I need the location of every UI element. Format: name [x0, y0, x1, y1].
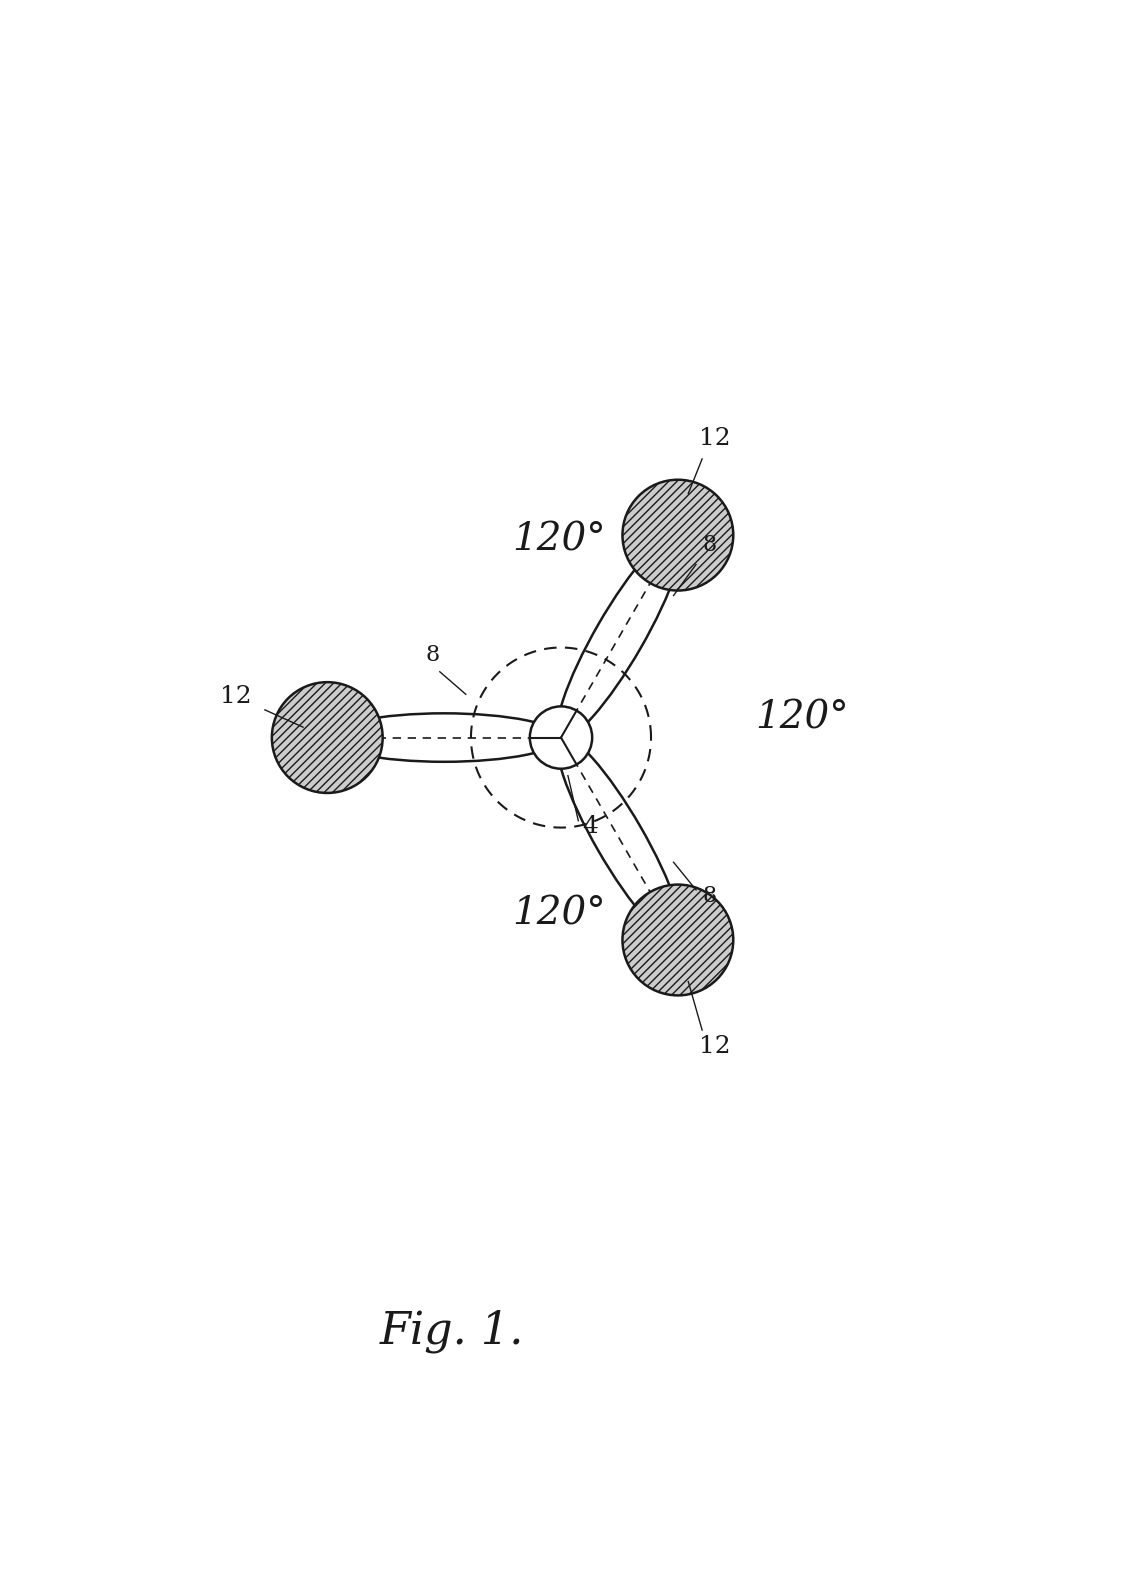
Text: 4: 4: [582, 815, 598, 838]
Ellipse shape: [558, 534, 681, 739]
Text: 120°: 120°: [513, 895, 606, 933]
Circle shape: [272, 682, 383, 793]
Text: 12: 12: [220, 685, 251, 707]
Text: 8: 8: [426, 644, 440, 666]
Text: 8: 8: [703, 534, 717, 556]
Text: 120°: 120°: [513, 521, 606, 559]
Text: 12: 12: [699, 1034, 730, 1058]
Ellipse shape: [558, 737, 681, 941]
Circle shape: [623, 884, 734, 995]
Circle shape: [530, 706, 592, 769]
Circle shape: [623, 480, 734, 591]
Text: 8: 8: [703, 886, 717, 906]
Text: Fig. 1.: Fig. 1.: [379, 1309, 524, 1353]
Text: 12: 12: [699, 426, 730, 450]
Ellipse shape: [328, 714, 561, 761]
Text: 120°: 120°: [755, 699, 848, 737]
